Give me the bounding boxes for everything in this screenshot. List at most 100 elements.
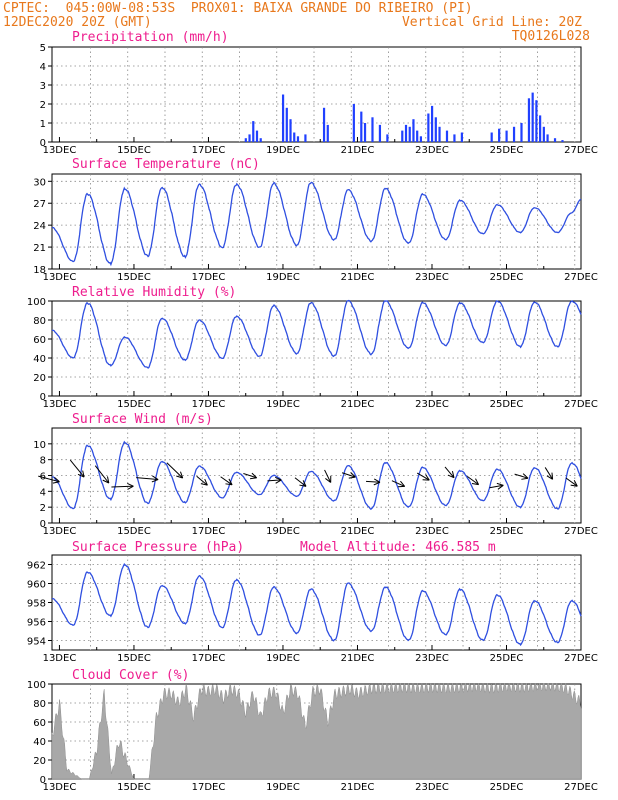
- wind-arrow-head: [127, 482, 134, 490]
- wind-arrow-shaft: [294, 477, 307, 487]
- x-tick-label: 27DEC: [564, 526, 598, 537]
- y-tick-label: 100: [27, 680, 46, 691]
- wind-arrow: [466, 475, 480, 486]
- wind-arrow: [196, 475, 208, 486]
- precip-bar: [520, 123, 523, 142]
- x-tick-label: 17DEC: [192, 653, 226, 664]
- precip-bar: [434, 117, 437, 142]
- y-tick-label: 0: [40, 775, 46, 786]
- wind-arrow-shaft: [514, 473, 529, 479]
- x-tick-label: 25DEC: [490, 399, 524, 410]
- x-tick-label: 17DEC: [192, 526, 226, 537]
- precip-bar: [285, 107, 288, 142]
- precip-bar: [546, 134, 549, 142]
- x-tick-label: 15DEC: [117, 526, 151, 537]
- wind-arrow-head: [299, 480, 307, 487]
- wind-arrow: [324, 469, 332, 483]
- x-tick-label: 13DEC: [43, 653, 77, 664]
- panel-title: Precipitation (mm/h): [72, 30, 229, 45]
- wind-arrow-head: [102, 476, 110, 484]
- y-tick-label: 2: [40, 503, 46, 514]
- y-tick-label: 4: [40, 487, 46, 498]
- x-tick-label: 21DEC: [341, 399, 375, 410]
- x-tick-label: 13DEC: [43, 145, 77, 156]
- wind-arrow-head: [570, 480, 578, 487]
- wind-arrow-shaft: [69, 459, 85, 478]
- wind-arrow-head: [348, 472, 356, 479]
- wind-arrow-shaft: [444, 466, 455, 479]
- precip-bar: [490, 132, 493, 142]
- y-tick-label: 18: [33, 265, 46, 276]
- x-tick-label: 23DEC: [415, 145, 449, 156]
- y-tick-label: 0: [40, 392, 46, 403]
- wind-arrow-head: [496, 482, 504, 490]
- series-line: [51, 299, 582, 369]
- precip-bar: [401, 130, 404, 142]
- wind-arrow-head: [521, 473, 529, 480]
- precip-bar: [281, 94, 285, 142]
- wind-arrow-shaft: [341, 472, 356, 478]
- precip-bar: [460, 132, 463, 142]
- x-tick-label: 25DEC: [490, 782, 524, 793]
- y-tick-label: 60: [33, 718, 46, 729]
- x-tick-label: 17DEC: [192, 399, 226, 410]
- y-tick-label: 956: [27, 618, 46, 629]
- x-tick-label: 21DEC: [341, 145, 375, 156]
- panel-title: Cloud Cover (%): [72, 668, 189, 683]
- x-tick-label: 25DEC: [490, 653, 524, 664]
- wind-arrow: [514, 473, 529, 480]
- precip-bar: [296, 136, 300, 142]
- x-tick-label: 25DEC: [490, 145, 524, 156]
- wind-arrow-head: [373, 478, 381, 486]
- panel-title: Surface Temperature (nC): [72, 157, 260, 172]
- header-line2-left: 12DEC2020 20Z (GMT): [3, 15, 152, 30]
- precip-bar: [419, 136, 423, 142]
- x-tick-label: 19DEC: [266, 272, 300, 283]
- wind-arrow-shaft: [166, 462, 184, 479]
- precip-bar: [378, 124, 382, 142]
- precip-bar: [553, 138, 557, 142]
- y-tick-label: 40: [33, 354, 46, 365]
- precip-bar: [244, 138, 247, 142]
- wind-arrow-shaft: [565, 477, 578, 487]
- wind-arrow: [365, 478, 381, 486]
- wind-arrow-head: [546, 472, 554, 480]
- wind-arrow: [220, 476, 233, 486]
- x-tick-label: 13DEC: [43, 782, 77, 793]
- wind-arrow: [69, 459, 85, 478]
- wind-arrow: [416, 472, 430, 481]
- y-tick-label: 20: [33, 756, 46, 767]
- y-tick-label: 4: [40, 62, 46, 73]
- x-tick-label: 23DEC: [415, 399, 449, 410]
- wind-arrow: [444, 466, 455, 479]
- wind-arrow: [136, 475, 159, 483]
- panel-subtitle: Model Altitude: 466.585 m: [300, 540, 496, 555]
- precip-bar: [561, 140, 564, 142]
- series-line: [51, 562, 582, 647]
- precip-bar: [248, 134, 251, 142]
- y-tick-label: 27: [33, 199, 46, 210]
- x-tick-label: 13DEC: [43, 526, 77, 537]
- x-tick-label: 19DEC: [266, 145, 300, 156]
- y-tick-label: 0: [40, 519, 46, 530]
- y-tick-label: 80: [33, 316, 46, 327]
- panel-title: Surface Pressure (hPa): [72, 540, 244, 555]
- precip-bar: [386, 134, 389, 142]
- wind-arrow-shaft: [220, 476, 233, 486]
- y-tick-label: 958: [27, 599, 46, 610]
- precip-bar: [352, 104, 355, 142]
- wind-arrow-shaft: [489, 484, 504, 489]
- precip-bar: [527, 98, 531, 142]
- wind-arrow-shaft: [196, 475, 208, 486]
- wind-arrow: [391, 480, 406, 488]
- y-tick-label: 1: [40, 119, 46, 130]
- panel-frame: [51, 46, 582, 143]
- wind-arrow-head: [200, 478, 208, 486]
- wind-arrow: [38, 475, 60, 484]
- panel-frame: [51, 173, 582, 270]
- wind-arrow: [267, 476, 282, 484]
- wind-arrow: [111, 482, 134, 490]
- wind-arrow-head: [176, 471, 184, 479]
- y-tick-label: 960: [27, 580, 46, 591]
- y-tick-label: 3: [40, 81, 46, 92]
